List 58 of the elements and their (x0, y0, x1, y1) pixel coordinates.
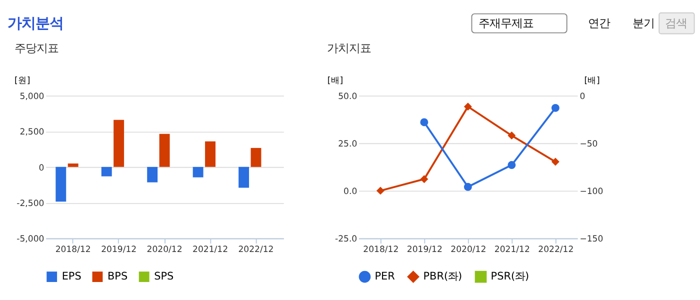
x-tick-label: 2020/12 (450, 245, 486, 256)
x-tick-label: 2019/12 (101, 245, 137, 256)
text: 가치분석 (8, 16, 64, 32)
legend-label: PSR(좌) (490, 270, 530, 283)
y-tick-label: 50.0 (338, 92, 358, 102)
legend-label: PBR(좌) (423, 270, 462, 283)
bar (238, 166, 250, 188)
bar (159, 134, 170, 167)
x-tick-label: 2020/12 (146, 245, 182, 256)
y-axis-title: [원] (14, 76, 30, 86)
bar (114, 120, 124, 167)
y-tick-label: 0 (38, 163, 44, 174)
legend-label: EPS (62, 270, 82, 283)
bar (192, 166, 204, 178)
text: 주재무제표 (478, 16, 534, 30)
bar (147, 166, 158, 182)
y-tick-label: -5,000 (16, 234, 44, 245)
x-tick-label: 2019/12 (406, 245, 442, 256)
bar (56, 166, 66, 202)
point (420, 118, 428, 126)
bar (68, 164, 78, 167)
point (551, 158, 560, 166)
y-tick-label: 0.0 (344, 187, 358, 198)
y-tick-label: 2,500 (20, 128, 44, 138)
y-tick-label: -2,500 (16, 198, 44, 209)
legend-label: PER (374, 270, 395, 283)
x-tick-label: 2018/12 (55, 245, 91, 256)
bar (101, 166, 112, 176)
chart-title: 주당지표 (14, 40, 58, 55)
point (508, 161, 516, 169)
x-tick-label: 2021/12 (494, 245, 530, 256)
legend-label: BPS (107, 270, 128, 283)
point (464, 182, 472, 191)
y-tick-label: 25.0 (338, 139, 358, 150)
y2-tick-label: −150 (580, 234, 604, 245)
x-tick-label: 2018/12 (363, 245, 399, 256)
chart-title: 가치지표 (327, 40, 372, 55)
x-tick-label: 2021/12 (192, 245, 228, 256)
y2-tick-label: −50 (580, 139, 598, 150)
text: 연간 (588, 16, 610, 30)
point (508, 132, 516, 140)
x-tick-label: 2022/12 (238, 245, 274, 256)
x-tick-label: 2022/12 (538, 245, 574, 256)
y-tick-label: -25.0 (335, 234, 358, 245)
point (376, 186, 384, 195)
y-axis-title: [배] (327, 76, 344, 86)
y2-tick-label: −100 (580, 187, 604, 198)
y-tick-label: 5,000 (20, 92, 44, 102)
bar (250, 148, 262, 167)
text: 검색 (665, 16, 688, 30)
point (420, 175, 428, 184)
point (551, 104, 560, 112)
point (464, 102, 472, 111)
y2-axis-title: [배] (584, 76, 600, 86)
y2-tick-label: 0 (580, 92, 586, 102)
text: 분기 (632, 16, 654, 30)
bar (205, 141, 216, 167)
legend-label: SPS (154, 270, 174, 283)
